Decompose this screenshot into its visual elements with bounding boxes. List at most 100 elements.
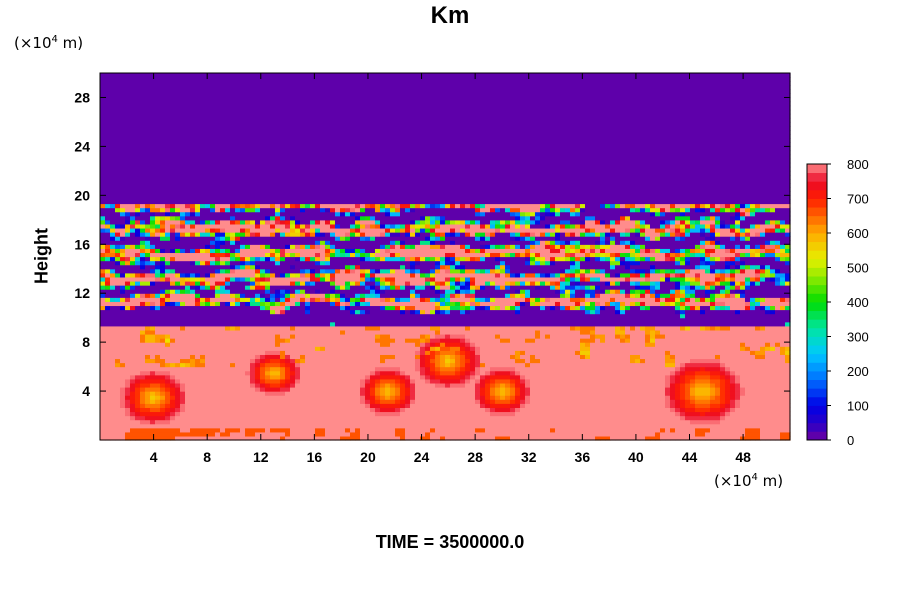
field-cell: [240, 293, 246, 298]
field-cell: [320, 317, 326, 323]
field-cell: [235, 97, 241, 103]
field-cell: [110, 191, 116, 196]
field-cell: [280, 431, 286, 437]
field-cell: [120, 109, 126, 115]
field-cell: [125, 260, 131, 266]
field-cell: [255, 391, 261, 396]
field-cell: [285, 395, 291, 400]
field-cell: [195, 338, 201, 343]
field-cell: [185, 407, 191, 413]
field-cell: [250, 313, 256, 319]
field-cell: [250, 252, 256, 258]
field-cell: [240, 73, 246, 78]
field-cell: [135, 170, 141, 176]
field-cell: [280, 305, 286, 311]
field-cell: [170, 391, 176, 396]
field-cell: [205, 435, 211, 441]
field-cell: [250, 199, 256, 205]
field-cell: [190, 333, 196, 339]
field-cell: [225, 154, 231, 160]
field-cell: [185, 150, 191, 156]
field-cell: [195, 305, 201, 311]
field-cell: [370, 207, 376, 213]
field-cell: [105, 431, 111, 437]
field-cell: [105, 81, 111, 86]
field-cell: [160, 427, 166, 433]
field-cell: [160, 89, 166, 94]
field-cell: [305, 105, 311, 111]
field-cell: [330, 117, 336, 123]
field-cell: [335, 301, 341, 307]
field-cell: [335, 252, 341, 258]
field-cell: [130, 215, 136, 221]
field-cell: [210, 191, 216, 196]
field-cell: [370, 370, 376, 376]
field-cell: [370, 382, 376, 388]
field-cell: [125, 150, 131, 156]
field-cell: [140, 244, 146, 249]
field-cell: [240, 215, 246, 221]
field-cell: [315, 93, 321, 99]
field-cell: [360, 252, 366, 258]
field-cell: [140, 395, 146, 400]
field-cell: [345, 407, 351, 413]
field-cell: [150, 170, 156, 176]
field-cell: [210, 411, 216, 417]
field-cell: [355, 138, 361, 143]
field-cell: [350, 305, 356, 311]
field-cell: [275, 227, 281, 233]
field-cell: [125, 81, 131, 86]
field-cell: [170, 89, 176, 94]
field-cell: [235, 252, 241, 258]
field-cell: [350, 301, 356, 307]
field-cell: [260, 297, 266, 302]
field-cell: [260, 162, 266, 168]
field-cell: [265, 77, 271, 82]
field-cell: [175, 252, 181, 258]
field-cell: [180, 399, 186, 404]
field-cell: [280, 121, 286, 127]
field-cell: [225, 252, 231, 258]
field-cell: [165, 435, 171, 441]
field-cell: [350, 101, 356, 107]
field-cell: [125, 346, 131, 351]
field-cell: [305, 93, 311, 99]
field-cell: [120, 293, 126, 298]
field-cell: [135, 362, 141, 368]
field-cell: [300, 101, 306, 107]
field-cell: [240, 183, 246, 188]
field-cell: [290, 276, 296, 282]
field-cell: [290, 81, 296, 86]
field-cell: [270, 313, 276, 319]
field-cell: [370, 411, 376, 417]
field-cell: [155, 113, 161, 119]
field-cell: [220, 342, 226, 347]
field-cell: [125, 179, 131, 184]
field-cell: [245, 162, 251, 168]
field-cell: [170, 162, 176, 168]
field-cell: [360, 215, 366, 221]
field-cell: [165, 427, 171, 433]
field-cell: [205, 268, 211, 274]
field-cell: [330, 183, 336, 188]
field-cell: [325, 174, 331, 180]
field-cell: [375, 293, 381, 298]
field-cell: [310, 260, 316, 266]
field-cell: [135, 126, 141, 131]
field-cell: [145, 150, 151, 156]
field-cell: [100, 203, 106, 209]
field-cell: [325, 89, 331, 94]
field-cell: [105, 73, 111, 78]
field-cell: [195, 199, 201, 205]
field-cell: [295, 342, 301, 347]
field-cell: [260, 191, 266, 196]
field-cell: [230, 321, 236, 327]
field-cell: [290, 101, 296, 107]
field-cell: [335, 321, 341, 327]
field-cell: [225, 297, 231, 302]
field-cell: [115, 260, 121, 266]
field-cell: [140, 427, 146, 433]
field-cell: [250, 85, 256, 90]
field-cell: [250, 240, 256, 245]
field-cell: [115, 407, 121, 413]
